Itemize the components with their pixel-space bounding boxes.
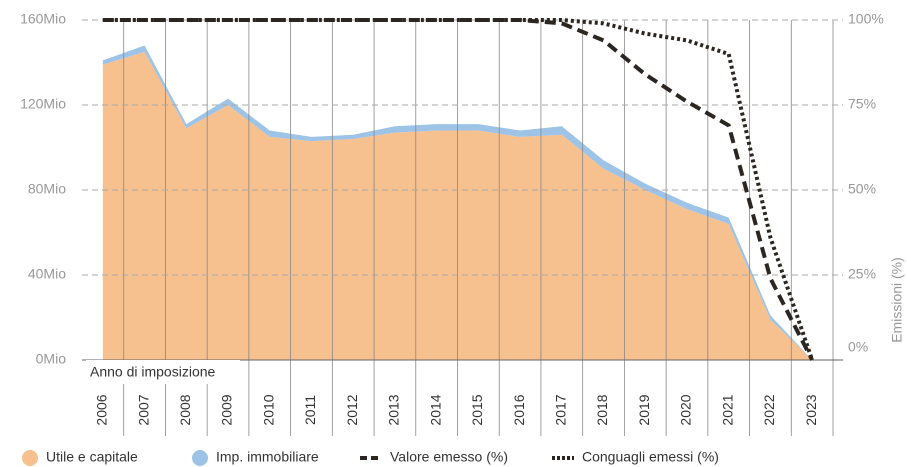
y2-tick-label: 100%	[848, 11, 884, 27]
x-tick-label: 2015	[469, 394, 485, 425]
line-dashed	[102, 18, 814, 361]
x-tick-label: 2016	[511, 394, 527, 425]
x-tick-label: 2020	[678, 394, 694, 425]
y2-axis-title: Emissioni (%)	[889, 257, 905, 343]
legend-swatch	[192, 450, 208, 466]
y-tick-label: 80Mio	[28, 181, 66, 197]
x-tick-label: 2019	[636, 394, 652, 425]
y-tick-label: 40Mio	[28, 266, 66, 282]
legend-label: Imp. immobiliare	[216, 449, 319, 465]
legend-label: Conguagli emessi (%)	[582, 449, 719, 465]
x-title-bg	[86, 360, 240, 384]
y-tick-label: 0Mio	[36, 351, 67, 367]
x-tick-label: 2014	[427, 394, 443, 425]
line-dotted	[102, 18, 815, 361]
x-tick-label: 2006	[94, 394, 110, 425]
x-tick-label: 2010	[260, 394, 276, 425]
x-tick-label: 2017	[553, 394, 569, 425]
y2-tick-label: 25%	[848, 266, 876, 282]
legend-swatch	[22, 450, 38, 466]
x-tick-label: 2012	[344, 394, 360, 425]
x-tick-label: 2011	[302, 395, 318, 425]
legend-label: Valore emesso (%)	[390, 449, 508, 465]
y2-tick-label: 75%	[848, 96, 876, 112]
y2-tick-label: 0%	[848, 339, 868, 355]
x-tick-label: 2007	[135, 394, 151, 425]
y-tick-label: 160Mio	[20, 11, 66, 27]
x-tick-label: 2022	[761, 394, 777, 425]
x-tick-label: 2018	[594, 394, 610, 425]
legend-label: Utile e capitale	[46, 449, 138, 465]
x-tick-label: 2013	[386, 394, 402, 425]
y-tick-label: 120Mio	[20, 96, 66, 112]
x-axis-title: Anno di imposizione	[90, 364, 216, 380]
x-tick-label: 2023	[803, 394, 819, 425]
x-tick-label: 2009	[219, 394, 235, 425]
x-tick-label: 2008	[177, 394, 193, 425]
y2-tick-label: 50%	[848, 181, 876, 197]
x-tick-label: 2021	[719, 394, 735, 425]
